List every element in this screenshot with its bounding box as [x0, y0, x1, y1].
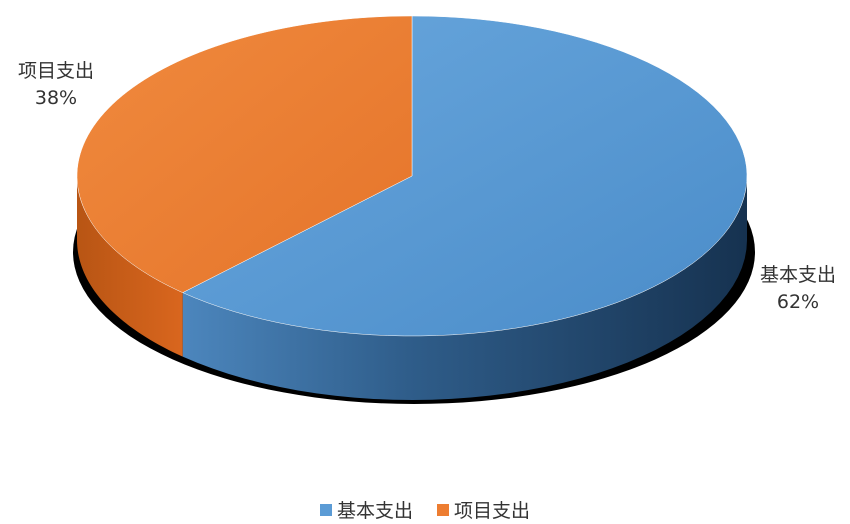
pie-slice-basic — [182, 15, 748, 337]
legend-swatch-basic — [319, 503, 332, 516]
pie-slice-side-project — [77, 176, 183, 357]
legend-item-project: 项目支出 — [437, 496, 530, 523]
legend-label-project: 项目支出 — [454, 500, 531, 522]
legend-item-basic: 基本支出 — [319, 496, 413, 523]
pie-chart-canvas — [73, 15, 755, 404]
pie-slice-project — [76, 15, 413, 293]
data-label-basic-category: 基本支出 — [759, 264, 836, 286]
legend: 基本支出 项目支出 — [0, 496, 850, 523]
legend-label-basic: 基本支出 — [336, 500, 413, 522]
data-label-project: 项目支出 38% — [6, 58, 106, 112]
data-label-basic-percent: 62% — [776, 291, 820, 313]
pie-slice-side-basic — [182, 176, 747, 400]
data-label-project-category: 项目支出 — [17, 60, 94, 82]
data-label-project-percent: 38% — [34, 87, 78, 109]
legend-swatch-project — [437, 503, 449, 516]
data-label-basic: 基本支出 62% — [748, 262, 848, 316]
